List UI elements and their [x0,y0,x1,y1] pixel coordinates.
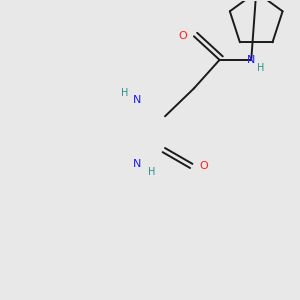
Text: N: N [247,55,255,65]
Text: N: N [134,95,142,106]
Text: N: N [134,159,142,169]
Text: O: O [199,161,208,171]
Text: H: H [148,167,155,177]
Text: H: H [257,63,265,73]
Text: O: O [178,31,188,41]
Text: H: H [121,88,128,98]
